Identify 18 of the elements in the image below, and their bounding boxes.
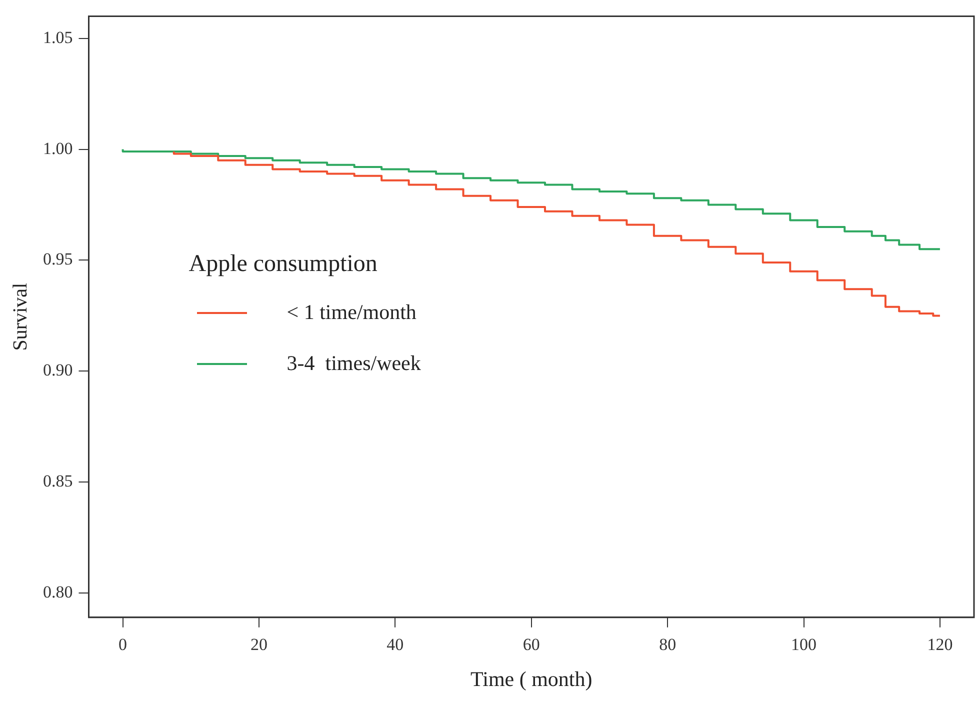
x-tick-label: 20 (250, 635, 268, 654)
y-tick-label: 1.05 (43, 28, 73, 47)
y-tick-label: 0.90 (43, 360, 73, 380)
legend-label: 3-4 times/week (286, 351, 421, 376)
legend-label: < 1 time/month (286, 300, 416, 326)
x-tick-label: 0 (118, 635, 128, 654)
y-tick-label: 0.85 (43, 472, 73, 491)
x-tick-label: 60 (522, 635, 540, 654)
x-tick-label: 120 (927, 635, 953, 654)
x-tick-label: 40 (386, 635, 404, 654)
y-tick-label: 0.80 (43, 582, 73, 602)
x-tick-label: 100 (791, 635, 817, 654)
legend-title: Apple consumption (188, 251, 378, 278)
y-tick-label: 1.00 (43, 138, 73, 158)
y-tick-label: 0.95 (43, 250, 73, 269)
x-tick-label: 80 (659, 635, 676, 654)
y-axis-title: Survival (9, 282, 32, 351)
x-axis-title: Time ( month) (470, 666, 592, 691)
